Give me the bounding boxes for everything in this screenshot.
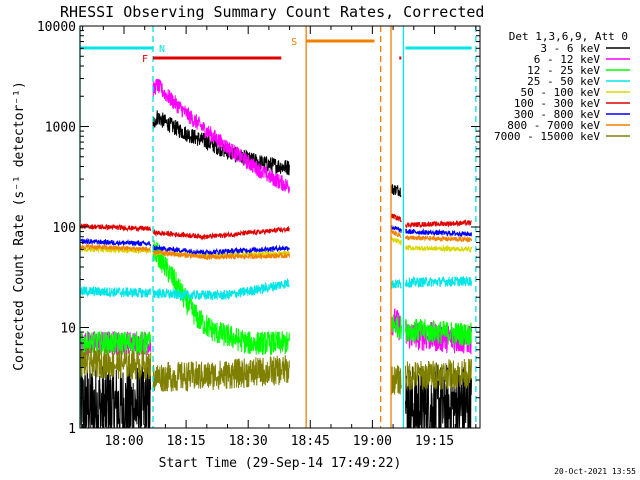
series-line (405, 234, 472, 243)
legend-label: 50 - 100 keV (521, 86, 601, 99)
series-line (152, 110, 290, 176)
y-tick-label: 10 (60, 322, 76, 337)
series-line (405, 228, 472, 237)
series-line (79, 330, 152, 356)
series-line (405, 275, 472, 288)
chart-marks: NF S (79, 26, 477, 430)
series-line (390, 213, 402, 223)
series-line (152, 244, 290, 257)
legend-label: 7000 - 15000 keV (494, 130, 600, 143)
series-line (152, 278, 290, 301)
legend-label: 100 - 300 keV (514, 97, 600, 110)
series-line (405, 358, 472, 391)
legend-label: 800 - 7000 keV (507, 119, 600, 132)
y-tick-label: 1000 (45, 121, 76, 136)
series-line (390, 236, 402, 246)
chart-title: RHESSI Observing Summary Count Rates, Co… (60, 3, 484, 21)
series-line (405, 362, 472, 429)
series-300-800-keV (79, 225, 472, 257)
y-tick-label: 100 (53, 221, 76, 236)
series-line (79, 245, 152, 255)
series-3-6-keV (79, 110, 472, 430)
series-line (79, 242, 151, 253)
legend-label: 12 - 25 keV (527, 64, 600, 77)
x-tick-label: 19:00 (353, 434, 392, 449)
flag-label-F: F (142, 54, 148, 65)
x-tick-label: 18:00 (104, 434, 143, 449)
series-line (79, 223, 152, 233)
series-line (405, 244, 472, 253)
series-line (390, 225, 402, 233)
x-axis-label: Start Time (29-Sep-14 17:49:22) (159, 456, 402, 471)
timestamp: 20-Oct-2021 13:55 (554, 467, 636, 476)
x-tick-label: 19:15 (415, 434, 454, 449)
axes: 1 10 100 1000 10000 18:00 18:15 18:30 18:45 19:00… (37, 20, 481, 449)
flag-label-N: N (159, 44, 165, 55)
series-25-50-keV (79, 275, 472, 301)
y-tick-label: 10000 (37, 20, 76, 35)
legend-label: 6 - 12 keV (534, 53, 601, 66)
legend-label: 25 - 50 keV (527, 75, 600, 88)
flag-label-S: S (291, 37, 297, 48)
series-line (79, 347, 152, 381)
y-axis-label: Corrected Count Rate (s⁻¹ detector⁻¹) (12, 81, 27, 371)
series-800-7000-keV (79, 228, 472, 261)
series-line (79, 362, 152, 430)
y-tick-label: 1 (68, 422, 76, 437)
series-line (405, 218, 472, 229)
series-line (152, 225, 290, 241)
series-line (152, 78, 290, 194)
series-line (390, 314, 402, 340)
series-line (390, 184, 402, 198)
legend-title: Det 1,3,6,9, Att 0 (509, 30, 628, 43)
series-line (79, 286, 152, 298)
series-line (390, 278, 402, 289)
x-tick-label: 18:45 (291, 434, 330, 449)
series-line (405, 318, 472, 347)
series-line (152, 355, 290, 392)
x-tick-label: 18:15 (167, 434, 206, 449)
series-line (79, 237, 151, 247)
x-tick-label: 18:30 (229, 434, 268, 449)
series-7000-15000-keV (79, 347, 472, 395)
legend-label: 3 - 6 keV (540, 42, 600, 55)
series-line (152, 249, 290, 261)
series-100-300-keV (79, 213, 472, 241)
series-line (152, 240, 290, 356)
series-12-25-keV (79, 240, 472, 356)
series-line (390, 365, 402, 395)
legend-label: 300 - 800 keV (514, 108, 600, 121)
series-line (390, 228, 402, 239)
